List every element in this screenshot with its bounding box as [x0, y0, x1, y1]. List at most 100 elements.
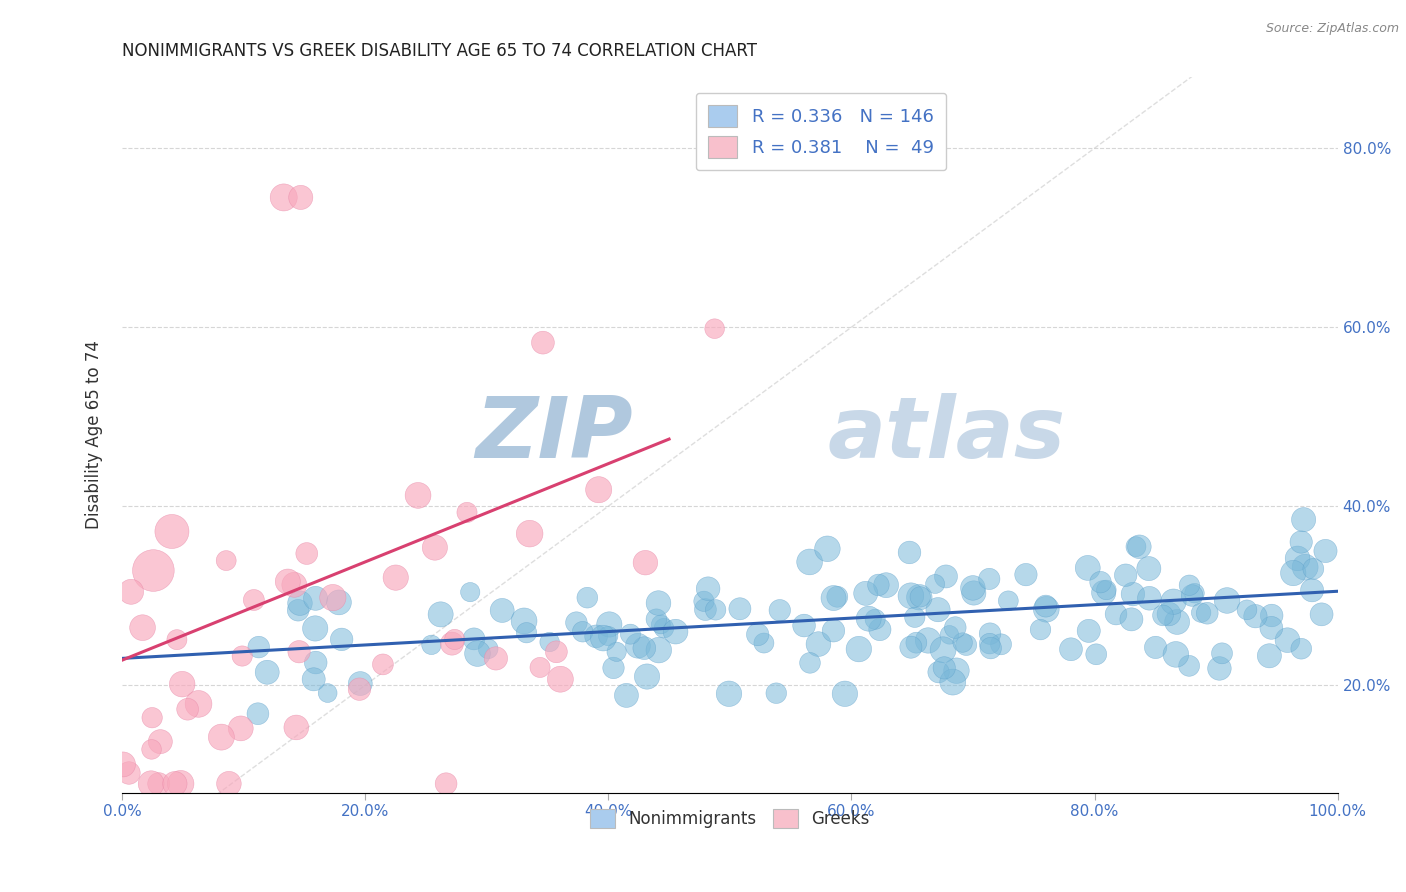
Point	[602, 661, 624, 675]
Point	[636, 669, 658, 683]
Point	[1310, 607, 1333, 622]
Point	[1105, 607, 1128, 621]
Point	[1302, 562, 1324, 576]
Point	[456, 505, 478, 519]
Point	[141, 711, 163, 725]
Point	[1258, 648, 1281, 663]
Point	[218, 777, 240, 791]
Point	[463, 632, 485, 646]
Point	[1137, 561, 1160, 575]
Point	[187, 697, 209, 711]
Point	[945, 664, 967, 678]
Point	[1085, 648, 1108, 662]
Point	[807, 637, 830, 651]
Point	[529, 660, 551, 674]
Point	[910, 590, 932, 604]
Point	[979, 572, 1001, 586]
Point	[633, 641, 655, 656]
Point	[1216, 593, 1239, 607]
Point	[285, 721, 308, 735]
Point	[440, 637, 463, 651]
Point	[131, 621, 153, 635]
Point	[664, 624, 686, 639]
Point	[765, 686, 787, 700]
Point	[1121, 612, 1143, 626]
Point	[304, 591, 326, 606]
Point	[467, 647, 489, 661]
Point	[1115, 568, 1137, 582]
Point	[908, 591, 931, 605]
Point	[142, 564, 165, 578]
Point	[928, 665, 950, 680]
Point	[799, 656, 821, 670]
Point	[160, 524, 183, 539]
Point	[769, 603, 792, 617]
Point	[1035, 599, 1057, 614]
Point	[858, 612, 880, 626]
Point	[598, 629, 620, 643]
Point	[118, 766, 141, 780]
Point	[1178, 578, 1201, 592]
Point	[962, 581, 984, 595]
Point	[1060, 642, 1083, 657]
Point	[322, 591, 344, 605]
Point	[256, 665, 278, 680]
Point	[576, 591, 599, 605]
Point	[827, 590, 849, 604]
Point	[316, 686, 339, 700]
Point	[1144, 640, 1167, 655]
Point	[406, 488, 429, 502]
Point	[752, 636, 775, 650]
Point	[1189, 606, 1212, 620]
Point	[515, 625, 537, 640]
Point	[900, 589, 922, 603]
Point	[997, 594, 1019, 608]
Point	[429, 607, 451, 622]
Point	[898, 545, 921, 559]
Point	[980, 641, 1002, 656]
Y-axis label: Disability Age 65 to 74: Disability Age 65 to 74	[86, 340, 103, 529]
Point	[538, 635, 561, 649]
Point	[215, 553, 238, 567]
Point	[546, 645, 568, 659]
Point	[1260, 608, 1282, 623]
Point	[627, 639, 650, 653]
Point	[290, 190, 312, 204]
Point	[955, 638, 977, 652]
Point	[598, 617, 620, 632]
Point	[585, 629, 607, 643]
Point	[592, 631, 614, 645]
Point	[1208, 661, 1230, 675]
Point	[1125, 540, 1147, 554]
Point	[1077, 561, 1099, 575]
Point	[717, 687, 740, 701]
Point	[371, 657, 394, 672]
Point	[634, 556, 657, 570]
Point	[1277, 633, 1299, 648]
Point	[952, 635, 974, 649]
Point	[273, 190, 295, 204]
Point	[938, 628, 960, 642]
Point	[697, 582, 720, 596]
Point	[1211, 646, 1233, 660]
Point	[848, 642, 870, 657]
Point	[823, 624, 845, 638]
Point	[513, 614, 536, 628]
Point	[176, 702, 198, 716]
Point	[863, 612, 886, 626]
Point	[855, 586, 877, 600]
Point	[1282, 566, 1305, 580]
Point	[443, 632, 465, 647]
Point	[328, 595, 350, 609]
Point	[1292, 513, 1315, 527]
Point	[652, 621, 675, 635]
Point	[304, 622, 326, 636]
Point	[963, 586, 986, 600]
Point	[703, 321, 725, 335]
Point	[619, 627, 641, 641]
Point	[1152, 608, 1174, 623]
Point	[485, 651, 508, 665]
Point	[1236, 603, 1258, 617]
Point	[111, 757, 134, 772]
Point	[934, 661, 956, 675]
